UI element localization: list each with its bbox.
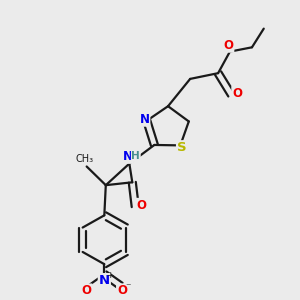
Text: H: H: [131, 152, 140, 161]
Text: ⁻: ⁻: [125, 282, 130, 292]
Text: N: N: [140, 113, 149, 126]
Text: CH₃: CH₃: [75, 154, 93, 164]
Text: S: S: [177, 141, 187, 154]
Text: N: N: [99, 274, 110, 287]
Text: O: O: [82, 284, 92, 297]
Text: +: +: [106, 271, 113, 280]
Text: O: O: [232, 87, 242, 100]
Text: O: O: [136, 199, 146, 212]
Text: O: O: [117, 284, 127, 297]
Text: O: O: [224, 39, 233, 52]
Text: N: N: [123, 150, 133, 163]
